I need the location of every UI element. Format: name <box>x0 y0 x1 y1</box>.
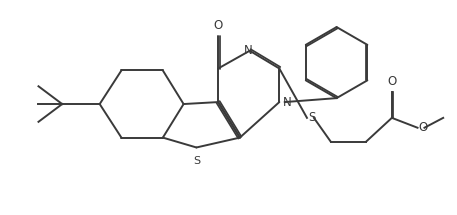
Text: N: N <box>283 96 292 109</box>
Text: O: O <box>419 121 428 134</box>
Text: S: S <box>193 156 200 166</box>
Text: O: O <box>387 75 397 88</box>
Text: N: N <box>244 44 253 57</box>
Text: S: S <box>308 111 315 124</box>
Text: O: O <box>213 19 223 32</box>
